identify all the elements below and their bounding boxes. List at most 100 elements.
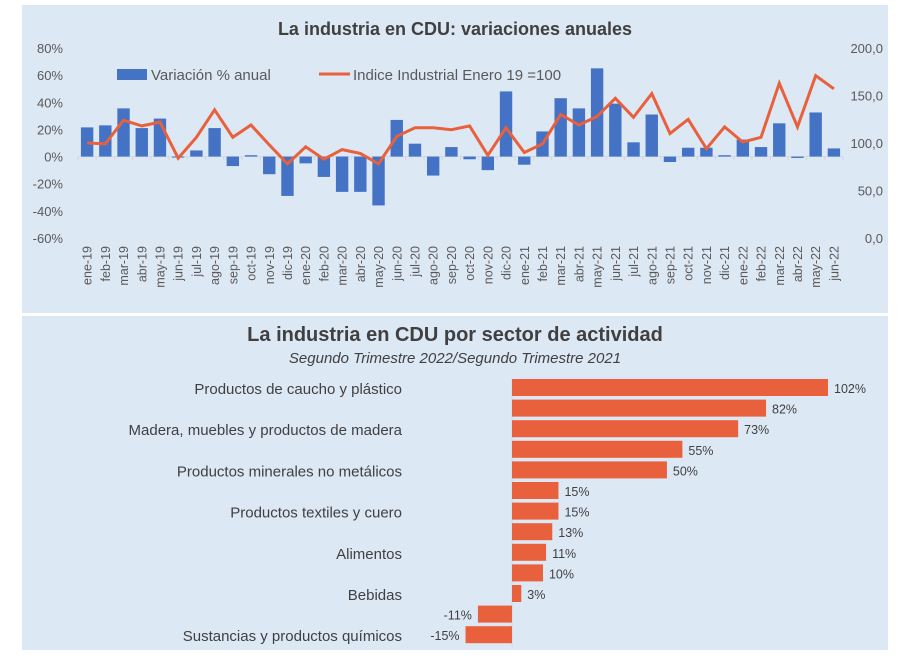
x-tick-label: jun-21	[609, 246, 623, 282]
bar-ene-20	[299, 156, 312, 164]
x-tick-label: may-21	[591, 246, 605, 288]
x-tick-label: jun-22	[827, 246, 841, 282]
bar-oct-21	[681, 147, 695, 157]
x-tick-label: ene-22	[736, 246, 750, 285]
sector-bar	[512, 482, 559, 499]
y-right-tick-label: 50,0	[858, 184, 883, 199]
y-right-tick-label: 0,0	[865, 231, 883, 246]
sector-bar	[512, 461, 667, 479]
x-tick-label: may-22	[809, 246, 823, 288]
sector-value-label: -11%	[444, 609, 472, 623]
x-tick-label: mar-22	[773, 246, 787, 286]
x-tick-label: abr-22	[791, 246, 805, 282]
bar-ago-20	[426, 156, 440, 176]
sector-value-label: 55%	[688, 444, 713, 458]
bar-jul-20	[408, 143, 422, 157]
bar-dic-20	[499, 91, 513, 157]
bar-ago-21	[645, 114, 658, 157]
x-tick-label: dic-20	[500, 246, 514, 280]
sector-bar	[512, 523, 553, 541]
x-tick-label: oct-20	[463, 246, 477, 281]
bar-sep-19	[226, 156, 240, 167]
sector-value-label: 102%	[834, 382, 866, 396]
sector-category-label: Sustancias y productos químicos	[183, 628, 402, 645]
sector-value-label: 15%	[564, 485, 589, 499]
annual-variation-panel	[22, 5, 888, 313]
bar-abr-22	[791, 156, 804, 158]
x-tick-label: ene-19	[81, 246, 95, 285]
x-tick-label: abr-19	[135, 246, 149, 282]
y-left-tick-label: 0%	[44, 150, 63, 165]
sector-bar	[465, 626, 512, 644]
x-tick-label: mar-20	[336, 246, 350, 286]
bar-jun-22	[827, 148, 841, 157]
legend-line-label: Indice Industrial Enero 19 =100	[353, 67, 561, 84]
chart1-title: La industria en CDU: variaciones anuales	[278, 19, 632, 39]
x-tick-label: ene-21	[518, 246, 532, 285]
x-tick-label: feb-20	[317, 246, 331, 281]
x-tick-label: ago-21	[645, 246, 659, 285]
x-tick-label: abr-21	[572, 246, 586, 282]
sector-value-label: 82%	[772, 403, 797, 417]
x-tick-label: nov-19	[263, 246, 277, 284]
x-tick-label: nov-21	[700, 246, 714, 284]
bar-dic-21	[718, 155, 731, 157]
sector-value-label: 3%	[527, 588, 545, 602]
y-left-tick-label: 80%	[37, 41, 63, 56]
x-tick-label: feb-21	[536, 246, 550, 281]
bar-sep-21	[663, 156, 677, 162]
bar-ene-19	[80, 127, 94, 157]
index-line	[87, 73, 835, 167]
sector-bar	[512, 440, 683, 458]
y-right-tick-label: 200,0	[850, 41, 883, 56]
bar-abr-20	[354, 156, 367, 192]
bar-dic-19	[281, 156, 294, 196]
y-left-tick-label: -40%	[33, 204, 64, 219]
y-left-tick-label: 40%	[37, 95, 63, 110]
sector-value-label: 13%	[558, 526, 583, 540]
sector-value-label: 11%	[552, 547, 576, 561]
sector-bar	[512, 420, 739, 438]
sector-activity-panel	[22, 316, 888, 650]
bar-ene-21	[518, 156, 531, 165]
x-tick-label: jul-19	[190, 246, 204, 278]
x-tick-label: ago-20	[427, 246, 441, 285]
bar-nov-19	[263, 156, 276, 175]
x-tick-label: sep-21	[663, 246, 677, 284]
x-tick-label: dic-21	[718, 246, 732, 280]
bar-nov-20	[481, 156, 495, 171]
x-tick-label: ago-19	[208, 246, 222, 285]
sector-category-label: Alimentos	[336, 546, 402, 563]
sector-bar	[512, 564, 543, 582]
bar-feb-22	[754, 147, 768, 157]
bar-oct-19	[244, 155, 258, 157]
sector-bar	[512, 543, 547, 561]
x-tick-label: mar-19	[117, 246, 131, 286]
sector-bar	[512, 379, 828, 396]
sector-category-label: Bebidas	[348, 587, 402, 604]
y-right-tick-label: 100,0	[850, 136, 883, 151]
bar-abr-19	[135, 128, 148, 157]
y-left-tick-label: 20%	[37, 122, 63, 137]
x-tick-label: dic-19	[281, 246, 295, 280]
sector-value-label: 50%	[673, 464, 698, 478]
y-left-tick-label: -20%	[33, 177, 64, 192]
chart1-legend: Variación % anual Indice Industrial Ener…	[117, 67, 561, 84]
chart2-subtitle: Segundo Trimestre 2022/Segundo Trimestre…	[289, 350, 621, 367]
bar-mar-22	[773, 123, 786, 157]
x-tick-label: sep-19	[226, 246, 240, 284]
x-tick-label: jun-20	[390, 246, 404, 282]
bar-mar-20	[335, 156, 349, 192]
sector-value-label: 10%	[549, 567, 574, 581]
sector-bar	[512, 585, 522, 602]
bar-jul-21	[627, 142, 640, 157]
sector-value-label: 15%	[564, 506, 589, 520]
bar-may-22	[809, 112, 822, 157]
bar-ene-22	[736, 139, 750, 157]
y-left-tick-label: 60%	[37, 68, 63, 83]
legend-bar-label: Variación % anual	[151, 67, 271, 84]
y-left-tick-label: -60%	[33, 231, 64, 246]
x-tick-label: nov-20	[481, 246, 495, 284]
